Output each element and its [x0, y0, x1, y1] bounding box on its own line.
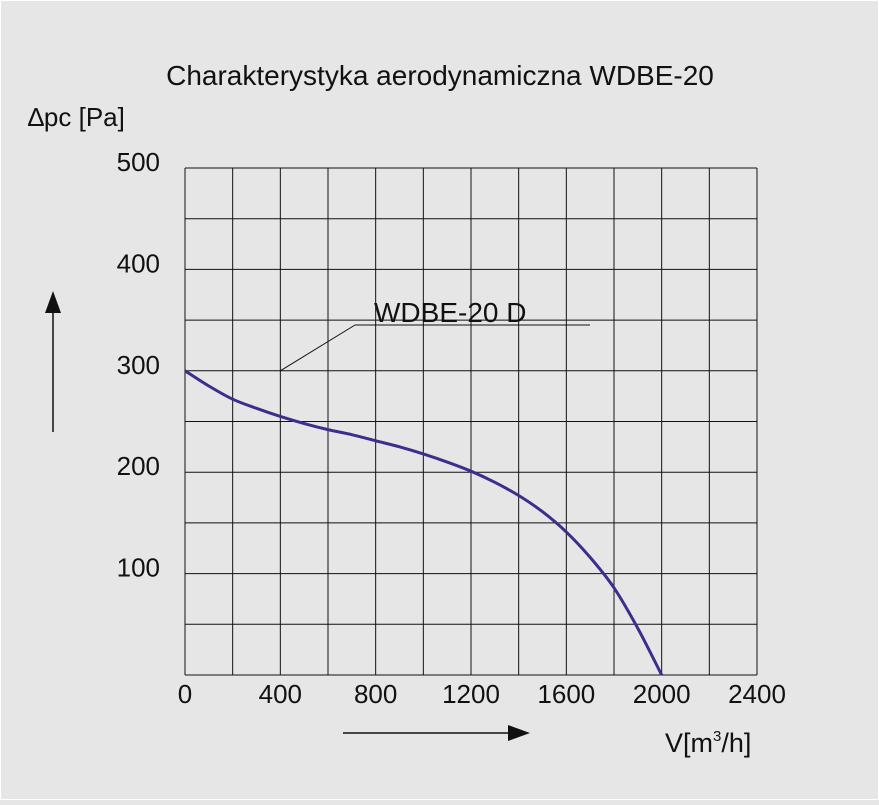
y-tick-labels: 500 400 300 200 100 [117, 147, 160, 583]
x-tick-label: 2400 [728, 679, 786, 709]
x-axis-label-superscript: 3 [713, 728, 721, 745]
x-tick-label: 2000 [633, 679, 691, 709]
x-tick-label: 1200 [442, 679, 500, 709]
x-tick-labels: 0 400 800 1200 1600 2000 2400 [178, 679, 786, 709]
x-tick-label: 800 [354, 679, 397, 709]
x-tick-label: 400 [259, 679, 302, 709]
x-axis-label-main: V[m [665, 728, 713, 758]
x-tick-label: 0 [178, 679, 192, 709]
x-axis-label-tail: /h] [721, 728, 751, 758]
y-tick-label: 500 [117, 147, 160, 177]
series-line-wdbe-20-d [184, 369, 664, 676]
y-tick-label: 200 [117, 451, 160, 481]
right-arrow-icon [343, 725, 530, 741]
y-axis-label: ∆pc [Pa] [28, 102, 125, 132]
series-annotation: WDBE-20 D [280, 297, 590, 372]
y-tick-label: 100 [117, 553, 160, 583]
x-axis-label: V[m3/h] [665, 728, 751, 758]
chart-grid [184, 167, 758, 676]
y-tick-label: 400 [117, 248, 160, 278]
up-arrow-icon [45, 291, 61, 432]
chart-title: Charakterystyka aerodynamiczna WDBE-20 [166, 60, 714, 91]
annotation-pointer-line [280, 324, 356, 372]
delta-symbol: ∆ [28, 102, 44, 132]
annotation-label: WDBE-20 D [374, 297, 526, 328]
y-tick-label: 300 [117, 350, 160, 380]
y-axis-label-text: pc [Pa] [44, 102, 125, 132]
x-tick-label: 1600 [537, 679, 595, 709]
